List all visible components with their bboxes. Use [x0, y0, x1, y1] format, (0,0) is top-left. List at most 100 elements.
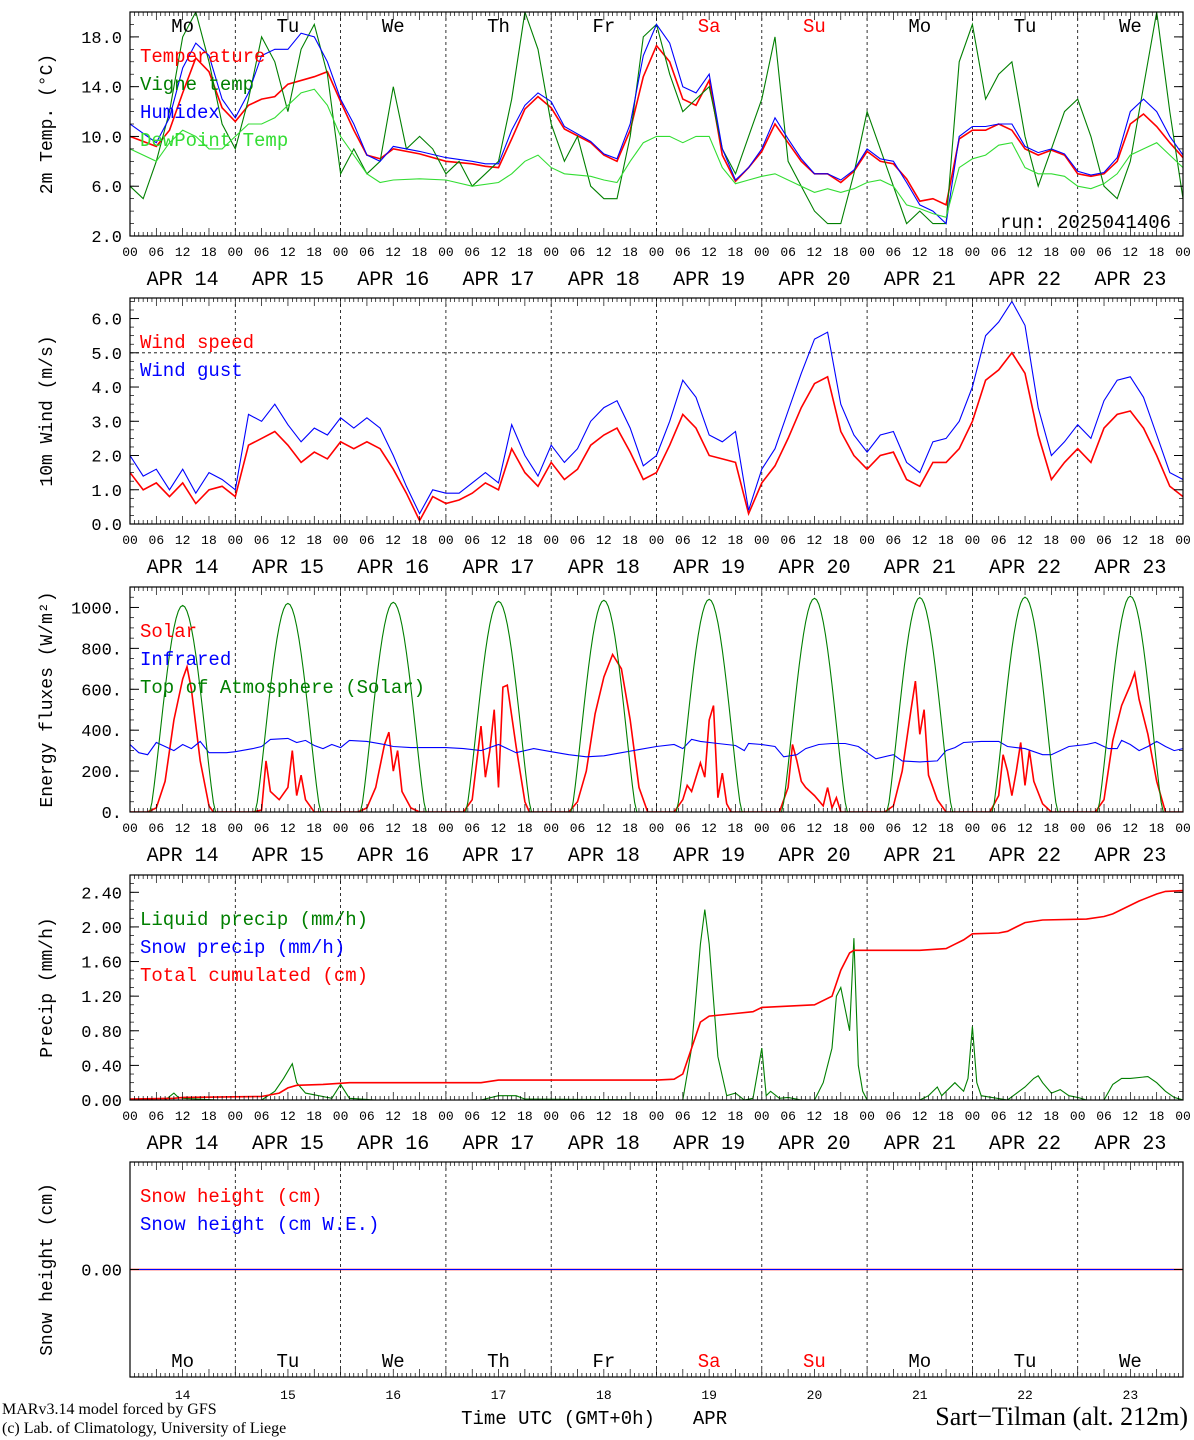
panel-precip: 0.00 0.40 0.80 1.20 1.60 2.00 2.40 Precip (mm/h… — [38, 874, 1191, 1156]
series-line-temperature — [130, 44, 1183, 207]
hour-label: 06 — [464, 1109, 480, 1124]
y-tick-label: 400. — [81, 723, 122, 742]
hour-label: 12 — [1017, 821, 1033, 836]
day-name-label: We — [1119, 1351, 1142, 1373]
date-label: APR 23 — [1094, 269, 1166, 292]
hour-label: 00 — [227, 1109, 243, 1124]
hour-label: 18 — [517, 821, 533, 836]
hour-label: 00 — [333, 533, 349, 548]
day-name-label: Fr — [592, 1351, 615, 1373]
hour-label: 06 — [991, 245, 1007, 260]
hour-label: 00 — [438, 1109, 454, 1124]
hour-label: 00 — [1175, 533, 1191, 548]
date-label: APR 15 — [252, 1133, 324, 1156]
hour-label: 06 — [464, 533, 480, 548]
hour-label: 12 — [701, 1109, 717, 1124]
y-tick-label: 2.0 — [91, 449, 122, 468]
y-tick-label: 1.0 — [91, 483, 122, 502]
hour-label: 06 — [1096, 533, 1112, 548]
series-line-total-cumulated-cm — [130, 889, 1183, 1100]
hour-label: 12 — [596, 821, 612, 836]
hour-label: 06 — [359, 245, 375, 260]
day-name-label: Su — [803, 16, 826, 38]
hour-label: 06 — [886, 245, 902, 260]
x-axis-title: Time UTC (GMT+0h) — [461, 1408, 655, 1430]
hour-label: 18 — [306, 1109, 322, 1124]
y-tick-label: 14.0 — [81, 80, 122, 99]
y-tick-label: 18.0 — [81, 30, 122, 49]
run-label: run: 2025041406 — [1000, 212, 1171, 234]
y-tick-label: 6.0 — [91, 179, 122, 198]
hour-label: 00 — [543, 245, 559, 260]
hour-label: 18 — [306, 821, 322, 836]
hour-label: 12 — [807, 1109, 823, 1124]
hour-label: 06 — [780, 533, 796, 548]
hour-label: 00 — [649, 245, 665, 260]
hour-label: 00 — [543, 1109, 559, 1124]
hour-label: 18 — [728, 245, 744, 260]
y-tick-label: 6.0 — [91, 312, 122, 331]
day-name-label: Th — [487, 16, 510, 38]
y-tick-label: 600. — [81, 682, 122, 701]
y-tick-label: 2.0 — [91, 229, 122, 248]
date-label: APR 16 — [357, 269, 429, 292]
legend-entry: Snow height (cm) — [140, 1186, 322, 1208]
hour-label: 12 — [1017, 245, 1033, 260]
hour-label: 00 — [333, 821, 349, 836]
hour-label: 00 — [754, 821, 770, 836]
hour-label: 12 — [701, 533, 717, 548]
hour-label: 18 — [1044, 245, 1060, 260]
date-label: APR 23 — [1094, 845, 1166, 868]
legend-entry: Snow height (cm W.E.) — [140, 1214, 379, 1236]
hour-label: 06 — [464, 245, 480, 260]
hour-label: 06 — [359, 821, 375, 836]
hour-label: 18 — [833, 245, 849, 260]
hour-label: 12 — [1123, 245, 1139, 260]
hour-label: 06 — [991, 533, 1007, 548]
day-name-label: Th — [487, 1351, 510, 1373]
hour-label: 06 — [886, 1109, 902, 1124]
hour-label: 06 — [149, 1109, 165, 1124]
hour-label: 12 — [280, 1109, 296, 1124]
day-name-label: Sa — [698, 16, 721, 38]
hour-label: 00 — [333, 245, 349, 260]
hour-label: 18 — [201, 821, 217, 836]
date-label: APR 16 — [357, 1133, 429, 1156]
y-tick-label: 10.0 — [81, 129, 122, 148]
day-number-label: 18 — [596, 1388, 612, 1403]
series-group — [130, 595, 1183, 812]
day-name-label: Mo — [908, 1351, 931, 1373]
date-label: APR 22 — [989, 1133, 1061, 1156]
date-label: APR 17 — [463, 557, 535, 580]
hour-label: 06 — [1096, 821, 1112, 836]
y-axis-label: 10m Wind (m/s) — [38, 335, 58, 486]
day-number-label: 23 — [1123, 1388, 1139, 1403]
hour-label: 18 — [728, 533, 744, 548]
day-name-label: We — [382, 1351, 405, 1373]
hour-label: 06 — [359, 1109, 375, 1124]
hour-label: 00 — [1175, 245, 1191, 260]
hour-label: 18 — [1044, 1109, 1060, 1124]
hour-label: 00 — [543, 821, 559, 836]
hour-label: 00 — [438, 245, 454, 260]
hour-label: 06 — [254, 533, 270, 548]
hour-label: 18 — [833, 821, 849, 836]
day-name-label: Tu — [277, 1351, 300, 1373]
hour-label: 18 — [412, 1109, 428, 1124]
hour-label: 00 — [859, 1109, 875, 1124]
legend-entry: Wind speed — [140, 332, 254, 354]
hour-label: 06 — [359, 533, 375, 548]
date-label: APR 18 — [568, 1133, 640, 1156]
hour-label: 06 — [675, 1109, 691, 1124]
hour-label: 12 — [1017, 1109, 1033, 1124]
hour-label: 06 — [254, 821, 270, 836]
hour-label: 18 — [412, 533, 428, 548]
y-tick-label: 0.0 — [91, 517, 122, 536]
date-label: APR 16 — [357, 557, 429, 580]
hour-label: 12 — [385, 533, 401, 548]
hour-label: 06 — [675, 245, 691, 260]
date-label: APR 19 — [673, 557, 745, 580]
hour-label: 06 — [675, 533, 691, 548]
day-name-label: Mo — [908, 16, 931, 38]
